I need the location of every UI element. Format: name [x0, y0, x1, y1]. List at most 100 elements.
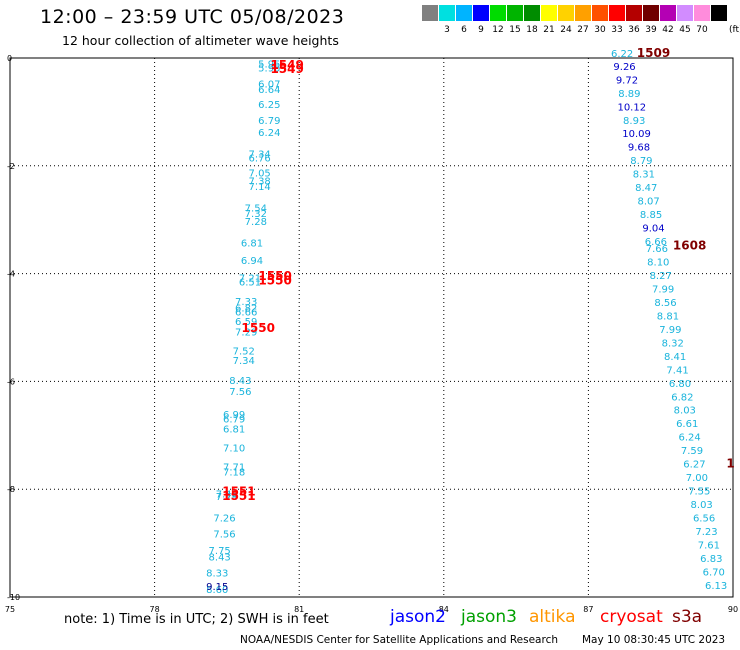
wave-height-label: 7.56	[229, 387, 251, 398]
wave-height-label: 8.07	[638, 197, 660, 208]
time-label: 1551	[222, 489, 255, 503]
page-title: 12:00 – 23:59 UTC 05/08/2023	[40, 6, 345, 28]
wave-height-label: 8.93	[623, 116, 645, 127]
colorbar-label: 42	[662, 25, 674, 35]
colorbar-swatch	[575, 5, 591, 21]
wave-height-label: 5.95	[258, 60, 280, 71]
colorbar-label: 39	[645, 25, 657, 35]
wave-height-label: 6.79	[258, 116, 280, 127]
colorbar-swatch	[439, 5, 455, 21]
wave-height-label: 6.56	[693, 514, 715, 525]
colorbar-swatch	[626, 5, 642, 21]
wave-height-label: 8.41	[664, 352, 686, 363]
wave-height-label: 9.68	[628, 143, 650, 154]
wave-height-label: 7.26	[213, 514, 235, 525]
wave-height-label: 6.66	[645, 237, 667, 248]
wave-height-label: 9.26	[613, 62, 635, 73]
wave-height-label: 6.13	[705, 581, 727, 592]
colorbar-swatch	[422, 5, 438, 21]
wave-height-label: 9.04	[642, 224, 664, 235]
wave-height-label: 6.94	[241, 256, 263, 267]
wave-height-label: 8.31	[633, 170, 655, 181]
legend-jason3: jason3	[461, 607, 517, 627]
y-tick-label: -10	[7, 593, 20, 602]
wave-height-label: 6.22	[611, 49, 633, 60]
wave-height-label: 8.43	[229, 376, 251, 387]
wave-height-label: 8.03	[674, 406, 696, 417]
wave-height-label: 7.05	[249, 169, 271, 180]
wave-height-label: 6.80	[669, 379, 691, 390]
wave-height-label: 8.10	[647, 258, 669, 269]
time-label: 1550	[258, 269, 291, 283]
wave-height-label: 7.34	[249, 150, 271, 161]
colorbar-label: 30	[594, 25, 606, 35]
wave-height-label: 6.81	[241, 239, 263, 250]
y-tick-label: 0	[7, 54, 12, 63]
colorbar-label: 15	[509, 25, 521, 35]
y-tick-label: -2	[7, 162, 15, 171]
wave-height-label: 7.28	[245, 217, 267, 228]
legend-altika: altika	[529, 607, 576, 627]
y-tick-label: -6	[7, 377, 15, 386]
wave-height-label: 8.33	[206, 569, 228, 580]
wave-height-label: 10.09	[622, 129, 651, 140]
colorbar-label: 18	[526, 25, 538, 35]
colorbar-swatch	[660, 5, 676, 21]
wave-height-label: 7.34	[233, 356, 255, 367]
colorbar-swatch	[473, 5, 489, 21]
wave-height-label: 7.78	[216, 492, 238, 503]
wave-height-label: 6.99	[223, 410, 245, 421]
colorbar-swatch	[643, 5, 659, 21]
x-tick-label: 84	[439, 605, 449, 614]
colorbar-label: 70	[696, 25, 708, 35]
wave-height-label: 6.83	[700, 554, 722, 565]
wave-height-label: 5.95	[258, 63, 280, 74]
wave-height-label: 6.59	[235, 317, 257, 328]
wave-height-label: 7.61	[698, 540, 720, 551]
map-frame	[9, 57, 734, 598]
wave-height-label: 7.99	[659, 325, 681, 336]
wave-height-label: 7.41	[666, 365, 688, 376]
wave-height-label: 6.81	[223, 425, 245, 436]
colorbar-swatch	[694, 5, 710, 21]
wave-height-label: 6.79	[223, 414, 245, 425]
wave-height-label: 7.33	[235, 297, 257, 308]
wave-height-label: 7.18	[223, 468, 245, 479]
colorbar-label: 45	[679, 25, 691, 35]
wave-height-label: 7.56	[213, 530, 235, 541]
wave-height-label: 7.00	[686, 473, 708, 484]
colorbar-swatch	[711, 5, 727, 21]
colorbar-swatch	[609, 5, 625, 21]
wave-height-label: 6.25	[258, 100, 280, 111]
wave-height-label: 8.60	[206, 585, 228, 596]
y-tick-label: -4	[7, 270, 15, 279]
colorbar-swatch	[677, 5, 693, 21]
wave-height-label: 7.23	[695, 527, 717, 538]
colorbar-swatch	[558, 5, 574, 21]
x-tick-label: 90	[728, 605, 738, 614]
colorbar-swatch	[592, 5, 608, 21]
wave-height-label: 6.51	[239, 277, 261, 288]
legend-s3a: s3a	[672, 607, 703, 627]
colorbar-swatch	[541, 5, 557, 21]
wave-height-label: 6.66	[235, 308, 257, 319]
wave-height-label: 8.56	[654, 298, 676, 309]
time-label: 1550	[242, 321, 275, 335]
wave-height-label: 6.27	[683, 460, 705, 471]
wave-height-label: 8.89	[618, 89, 640, 100]
legend-jason2: jason2	[390, 607, 446, 627]
colorbar-label: 33	[611, 25, 623, 35]
colorbar-label: 24	[560, 25, 572, 35]
wave-height-label: 7.52	[233, 346, 255, 357]
footer-credit: NOAA/NESDIS Center for Satellite Applica…	[240, 634, 558, 646]
wave-height-label: 8.47	[635, 183, 657, 194]
legend-cryosat: cryosat	[600, 607, 663, 627]
x-tick-label: 78	[150, 605, 160, 614]
wave-height-label: 6.76	[249, 153, 271, 164]
wave-height-label: 7.14	[249, 182, 271, 193]
colorbar-unit: (ft)	[729, 25, 740, 35]
time-label: 1	[726, 457, 734, 471]
time-label: 1550	[258, 273, 291, 287]
